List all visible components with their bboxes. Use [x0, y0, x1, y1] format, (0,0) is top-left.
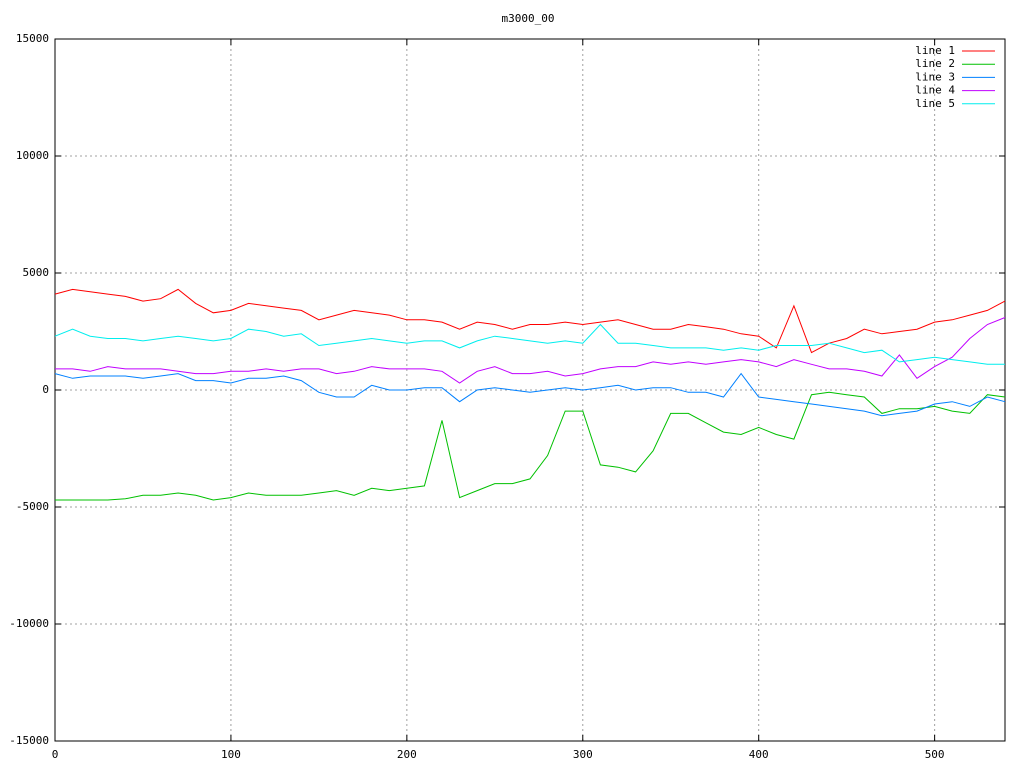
legend-label: line 1	[915, 44, 955, 57]
x-tick-label: 100	[221, 748, 241, 761]
y-tick-label: 15000	[16, 32, 49, 45]
y-tick-label: 5000	[23, 266, 50, 279]
x-tick-label: 200	[397, 748, 417, 761]
legend-label: line 3	[915, 70, 955, 83]
legend-label: line 2	[915, 57, 955, 70]
y-tick-label: -10000	[9, 617, 49, 630]
y-tick-label: -5000	[16, 500, 49, 513]
data-line	[55, 317, 1006, 384]
legend-label: line 4	[915, 84, 955, 97]
data-line	[55, 391, 1006, 501]
plot-border	[54, 38, 1006, 742]
chart-title: m3000_00	[502, 12, 555, 25]
x-tick-label: 0	[52, 748, 59, 761]
x-tick-label: 500	[925, 748, 945, 761]
data-line	[54, 323, 1005, 365]
x-tick-label: 300	[573, 748, 593, 761]
data-line	[54, 372, 1006, 417]
y-tick-label: -15000	[9, 734, 49, 747]
x-tick-label: 400	[749, 748, 769, 761]
y-tick-label: 10000	[16, 149, 49, 162]
legend-label: line 5	[915, 97, 955, 110]
y-tick-label: 0	[42, 383, 49, 396]
data-line	[54, 288, 1006, 354]
